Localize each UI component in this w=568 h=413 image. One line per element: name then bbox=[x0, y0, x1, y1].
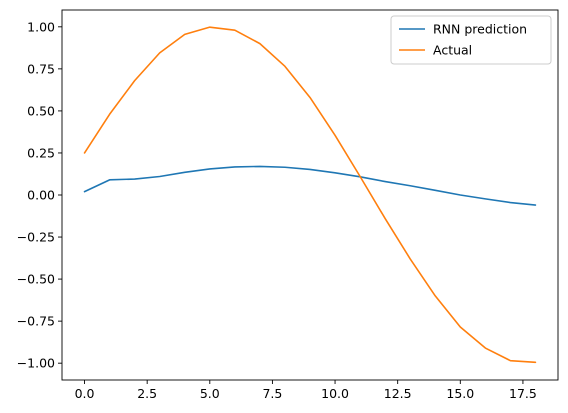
legend: RNN prediction Actual bbox=[390, 15, 552, 65]
x-tick-label: 2.5 bbox=[137, 386, 157, 401]
series-line-1 bbox=[83, 26, 537, 364]
y-tick-label: 0.25 bbox=[27, 145, 55, 160]
x-tick-label: 10.0 bbox=[321, 386, 349, 401]
legend-box bbox=[390, 15, 552, 65]
y-tick-label: −0.25 bbox=[17, 230, 55, 245]
y-tick-label: −0.75 bbox=[17, 314, 55, 329]
series-layer bbox=[83, 26, 537, 364]
plot-area bbox=[62, 10, 558, 380]
x-tick-label: 7.5 bbox=[262, 386, 282, 401]
series-line-0 bbox=[83, 165, 537, 206]
y-tick-label: 0.00 bbox=[27, 188, 55, 203]
x-tick-label: 12.5 bbox=[384, 386, 412, 401]
axes-layer: 0.0 2.5 5.0 7.5 10.0 12.5 15.0 17.5 1.00 0.75 0.50… bbox=[17, 9, 559, 401]
y-tick-label: 0.50 bbox=[27, 103, 55, 118]
x-tick-label: 0.0 bbox=[75, 386, 95, 401]
x-tick-label: 5.0 bbox=[200, 386, 220, 401]
y-tick-label: −0.50 bbox=[17, 272, 55, 287]
y-tick-label: 0.75 bbox=[27, 61, 55, 76]
legend-label-1: Actual bbox=[433, 43, 472, 58]
x-tick-label: 17.5 bbox=[509, 386, 537, 401]
x-tick-label: 15.0 bbox=[446, 386, 474, 401]
y-tick-label: −1.00 bbox=[17, 356, 55, 371]
legend-label-0: RNN prediction bbox=[433, 22, 527, 37]
y-tick-label: 1.00 bbox=[27, 19, 55, 34]
